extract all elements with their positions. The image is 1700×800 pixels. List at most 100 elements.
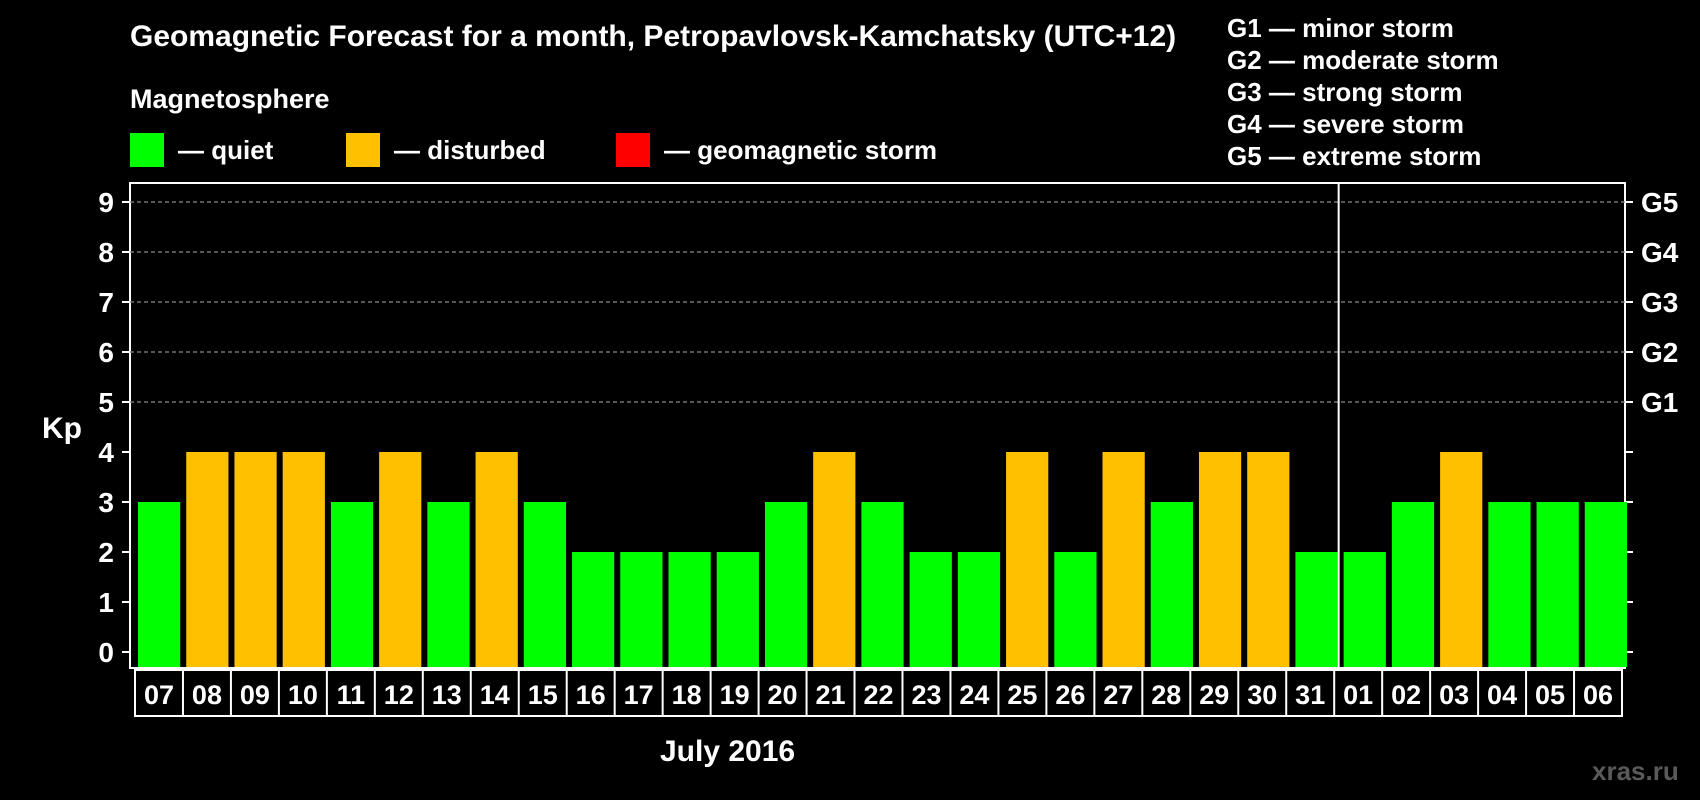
x-tick-label: 18 [672,680,702,710]
x-tick-label: 19 [720,680,750,710]
y-tick-label: 9 [98,187,114,218]
bar-17 [620,552,663,667]
x-tick-label: 06 [1583,680,1613,710]
y-tick-label: 8 [98,237,114,268]
right-axis-label: G3 [1641,287,1678,318]
x-tick-label: 09 [240,680,270,710]
x-tick-label: 13 [432,680,462,710]
y-tick-label: 2 [98,537,114,568]
bar-10 [282,452,325,667]
legend-swatch-disturbed [346,133,380,167]
chart-title: Geomagnetic Forecast for a month, Petrop… [130,20,1177,53]
bar-26 [1054,552,1097,667]
bar-28 [1150,502,1193,667]
x-tick-label: 24 [959,680,989,710]
x-tick-label: 15 [528,680,558,710]
y-tick-label: 3 [98,487,114,518]
right-axis-label: G5 [1641,187,1678,218]
legend-label-disturbed: — disturbed [394,134,546,165]
bar-20 [764,502,808,667]
right-axis-label: G1 [1641,387,1678,418]
y-axis-title: Kp [42,412,82,445]
bar-22 [861,502,904,667]
bar-02 [1391,502,1435,667]
plot-frame [129,182,1626,669]
bar-09 [234,452,277,667]
bar-19 [716,552,759,667]
bar-07 [138,502,181,667]
x-tick-label: 16 [576,680,606,710]
scale-legend-g5: G5 — extreme storm [1227,141,1482,171]
x-tick-label: 03 [1439,680,1469,710]
y-tick-label: 0 [98,637,114,668]
bar-03 [1440,452,1483,667]
bar-15 [523,502,567,667]
x-tick-label: 25 [1007,680,1037,710]
x-tick-label: 20 [768,680,798,710]
x-tick-label: 07 [144,680,174,710]
x-tick-label: 04 [1487,680,1517,710]
x-tick-label: 14 [480,680,510,710]
x-tick-label: 26 [1055,680,1085,710]
legend-item-storm: — geomagnetic storm [616,133,937,167]
scale-legend-g1: G1 — minor storm [1227,13,1454,43]
bar-12 [379,452,422,667]
storm-scale-legend: G1 — minor storm G2 — moderate storm G3 … [1227,12,1499,172]
x-tick-label: 08 [192,680,222,710]
x-tick-label: 30 [1247,680,1277,710]
legend-item-disturbed: — disturbed [346,133,546,167]
x-tick-label: 12 [384,680,414,710]
right-axis-label: G4 [1641,237,1679,268]
source-credit: xras.ru [1592,756,1679,786]
bar-14 [475,452,518,667]
x-tick-label: 02 [1391,680,1421,710]
bar-21 [813,452,856,667]
right-axis-label: G2 [1641,337,1678,368]
bar-08 [186,452,229,667]
legend-swatch-storm [616,133,650,167]
scale-legend-g3: G3 — strong storm [1227,77,1463,107]
bar-01 [1343,552,1386,667]
bar-11 [330,502,374,667]
x-tick-label: 28 [1151,680,1181,710]
x-tick-label: 21 [816,680,846,710]
bar-23 [909,552,952,667]
bar-04 [1488,502,1531,667]
x-label-strip [134,669,1623,717]
bar-24 [957,552,1001,667]
bar-16 [572,552,615,667]
bar-30 [1247,452,1290,667]
legend-swatch-quiet [130,133,164,167]
bar-18 [668,552,711,667]
bar-31 [1295,552,1338,667]
x-tick-label: 27 [1103,680,1133,710]
bar-25 [1006,452,1049,667]
legend-label-storm: — geomagnetic storm [664,134,938,165]
x-tick-label: 11 [337,680,366,710]
x-tick-label: 05 [1535,680,1565,710]
x-tick-label: 17 [624,680,654,710]
x-axis-title: July 2016 [660,735,796,768]
y-tick-label: 7 [98,287,114,318]
bar-29 [1198,452,1242,667]
y-tick-label: 1 [98,587,114,618]
bar-27 [1102,452,1145,667]
legend-label-quiet: — quiet [178,134,274,165]
y-tick-label: 5 [98,387,114,418]
y-tick-label: 4 [98,437,114,468]
y-tick-label: 6 [98,337,114,368]
bar-06 [1584,502,1627,667]
x-tick-label: 31 [1295,680,1325,710]
x-tick-label: 10 [288,680,318,710]
legend-heading: Magnetosphere [130,84,330,114]
legend-item-quiet: — quiet [130,133,273,167]
x-tick-label: 23 [911,680,941,710]
x-tick-label: 22 [863,680,893,710]
bar-05 [1536,502,1579,667]
bar-13 [427,502,470,667]
x-tick-label: 01 [1343,680,1373,710]
scale-legend-g4: G4 — severe storm [1227,109,1465,139]
scale-legend-g2: G2 — moderate storm [1227,45,1499,75]
x-tick-label: 29 [1199,680,1229,710]
